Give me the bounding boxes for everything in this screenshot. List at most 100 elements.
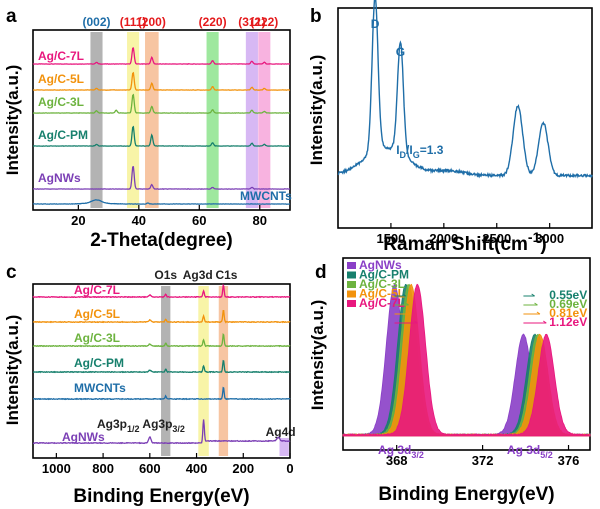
xrd-series-line <box>33 125 291 147</box>
raman-xlabel: Raman Shift(cm-1) <box>383 229 546 255</box>
xrd-xtick-label: 40 <box>132 213 146 228</box>
xrd-xtick-label: 80 <box>253 213 267 228</box>
ag3d-legend-swatch <box>347 262 356 269</box>
raman-xlabel-sup: -1 <box>528 229 541 245</box>
xps-xtick-label: 200 <box>232 461 254 476</box>
xrd-frame <box>32 29 291 211</box>
xrd-band-label: (311) <box>238 15 265 29</box>
xps-ag3p-b: Ag3p <box>140 417 173 431</box>
xrd-xtick-label: 60 <box>192 213 206 228</box>
xrd-band <box>245 32 258 208</box>
xps-xlabel: Binding Energy(eV) <box>73 486 249 507</box>
xps-series-label: Ag/C-3L <box>74 331 120 345</box>
ag3d-shift-arrowhead <box>531 293 535 297</box>
xps-series-label: Ag/C-7L <box>74 283 120 297</box>
xrd-series-line <box>32 47 290 65</box>
xps-band-label-ag4d: Ag4d <box>266 425 296 439</box>
panel-label-d: d <box>315 262 327 283</box>
raman-ylabel: Intensity(a.u.) <box>307 55 326 166</box>
ag3d-shift-label: 1.12eV <box>549 315 587 329</box>
ag3d-legend-label: AgNWs <box>359 258 402 272</box>
xrd-series-label: MWCNTs <box>240 189 292 203</box>
xrd-band <box>145 32 159 208</box>
xrd-series-line <box>33 165 290 190</box>
ag3d-peak-label: Ag 3d5/2 <box>507 443 553 460</box>
xrd-series-line <box>33 71 291 91</box>
xps-series-label: AgNWs <box>62 430 105 444</box>
panel-label-a: a <box>6 6 17 27</box>
xps-xtick-label: 600 <box>139 461 161 476</box>
xrd-series-line <box>32 93 291 114</box>
xrd-band-label: (220) <box>199 15 227 29</box>
xrd-ylabel: Intensity(a.u.) <box>3 65 22 176</box>
raman-xtick-label: 1500 <box>376 231 405 246</box>
raman-line <box>337 0 593 179</box>
ag3d-legend-label: Ag/C-7L <box>359 296 405 310</box>
ag3d-shift-arrowhead <box>542 320 547 324</box>
ag3d-frame <box>342 257 591 451</box>
raman-ratio: =1.3 <box>420 143 444 157</box>
raman-id-ig: ID/IG=1.3 <box>396 143 444 160</box>
xps-band <box>218 286 229 456</box>
ag3d-legend-swatch <box>347 271 356 279</box>
xps-series-label: Ag/C-PM <box>74 356 124 370</box>
ag3d-legend-label: Ag/C-5L <box>359 287 405 301</box>
xps-series-line <box>32 386 291 401</box>
ag3d-xtick-label: 368 <box>386 453 408 468</box>
xrd-series-label: Ag/C-PM <box>38 128 88 142</box>
xrd-series-line <box>32 199 291 205</box>
xps-xtick-label: 0 <box>286 461 293 476</box>
panel-a-xrd: (002) (111)(200) (220) (311)(222) 20 40 60 80 In… <box>3 15 292 251</box>
raman-peak-label-d: D <box>371 17 380 31</box>
ag3d-legend-label: Ag/C-PM <box>359 268 409 282</box>
panel-d-ag3d: 368 372 376 Intensity(a.u.) Binding Energy(e… <box>308 257 591 505</box>
xps-frame <box>32 283 291 459</box>
xrd-series-label: Ag/C-5L <box>38 72 84 86</box>
ag3d-shift-label: 0.81eV <box>549 306 587 320</box>
ag3d-shift-arrowhead <box>534 302 538 306</box>
ag3d-ylabel: Intensity(a.u.) <box>308 300 327 411</box>
xps-series-line <box>32 332 291 348</box>
ag3d-legend-swatch <box>347 281 356 288</box>
raman-xtick-label: 2000 <box>429 231 458 246</box>
xrd-band-label: (111) <box>120 15 147 29</box>
xps-band <box>279 438 289 456</box>
raman-peak-label-g: G <box>396 45 405 59</box>
ag3d-shift-arrowhead <box>414 320 418 324</box>
xrd-series-label: Ag/C-7L <box>38 49 84 63</box>
xrd-band <box>127 32 140 208</box>
xrd-series-label: AgNWs <box>38 171 81 185</box>
xps-ylabel: Intensity(a.u.) <box>3 315 22 426</box>
xrd-band <box>90 32 103 208</box>
panel-b-raman: 1500 2000 2500 3000 Intensity(a.u.) Raman Shi… <box>307 0 593 255</box>
xps-ag3p-sub2: 3/2 <box>172 424 185 434</box>
xps-series-label: Ag/C-5L <box>74 307 120 321</box>
ag3d-peak-label-sub: 3/2 <box>411 450 424 460</box>
xps-ag3p-label: Ag3p1/2 Ag3p3/2 <box>97 417 185 434</box>
xrd-band <box>258 32 271 208</box>
xrd-series-label: Ag/C-3L <box>38 95 84 109</box>
xps-series-line <box>32 310 291 324</box>
ag3d-legend-swatch <box>347 290 356 298</box>
panel-label-b: b <box>310 6 322 27</box>
xrd-xlabel: 2-Theta(degree) <box>90 230 233 251</box>
ag3d-legend-label: Ag/C-3L <box>359 277 405 291</box>
xps-xtick-label: 1000 <box>42 461 71 476</box>
raman-ig-sub: G <box>413 150 420 160</box>
xrd-xtick-label: 20 <box>71 213 85 228</box>
xps-series-line <box>32 283 291 299</box>
ag3d-shift-arrowhead <box>405 302 409 306</box>
xps-xtick-label: 400 <box>186 461 208 476</box>
ag3d-legend-swatch <box>347 300 356 307</box>
xps-band-label-ag3d: Ag3d <box>183 268 213 282</box>
raman-ig: /I <box>406 143 413 157</box>
ag3d-shift-arrowhead <box>536 311 541 315</box>
ag3d-shift-arrowhead <box>402 293 407 297</box>
ag3d-series-area <box>342 283 591 437</box>
xps-band <box>198 286 209 456</box>
ag3d-xtick-label: 376 <box>558 453 580 468</box>
ag3d-peak-label-sub: 5/2 <box>540 450 553 460</box>
xrd-band-label: (222) <box>250 15 278 29</box>
raman-xtick-label: 3000 <box>535 231 564 246</box>
